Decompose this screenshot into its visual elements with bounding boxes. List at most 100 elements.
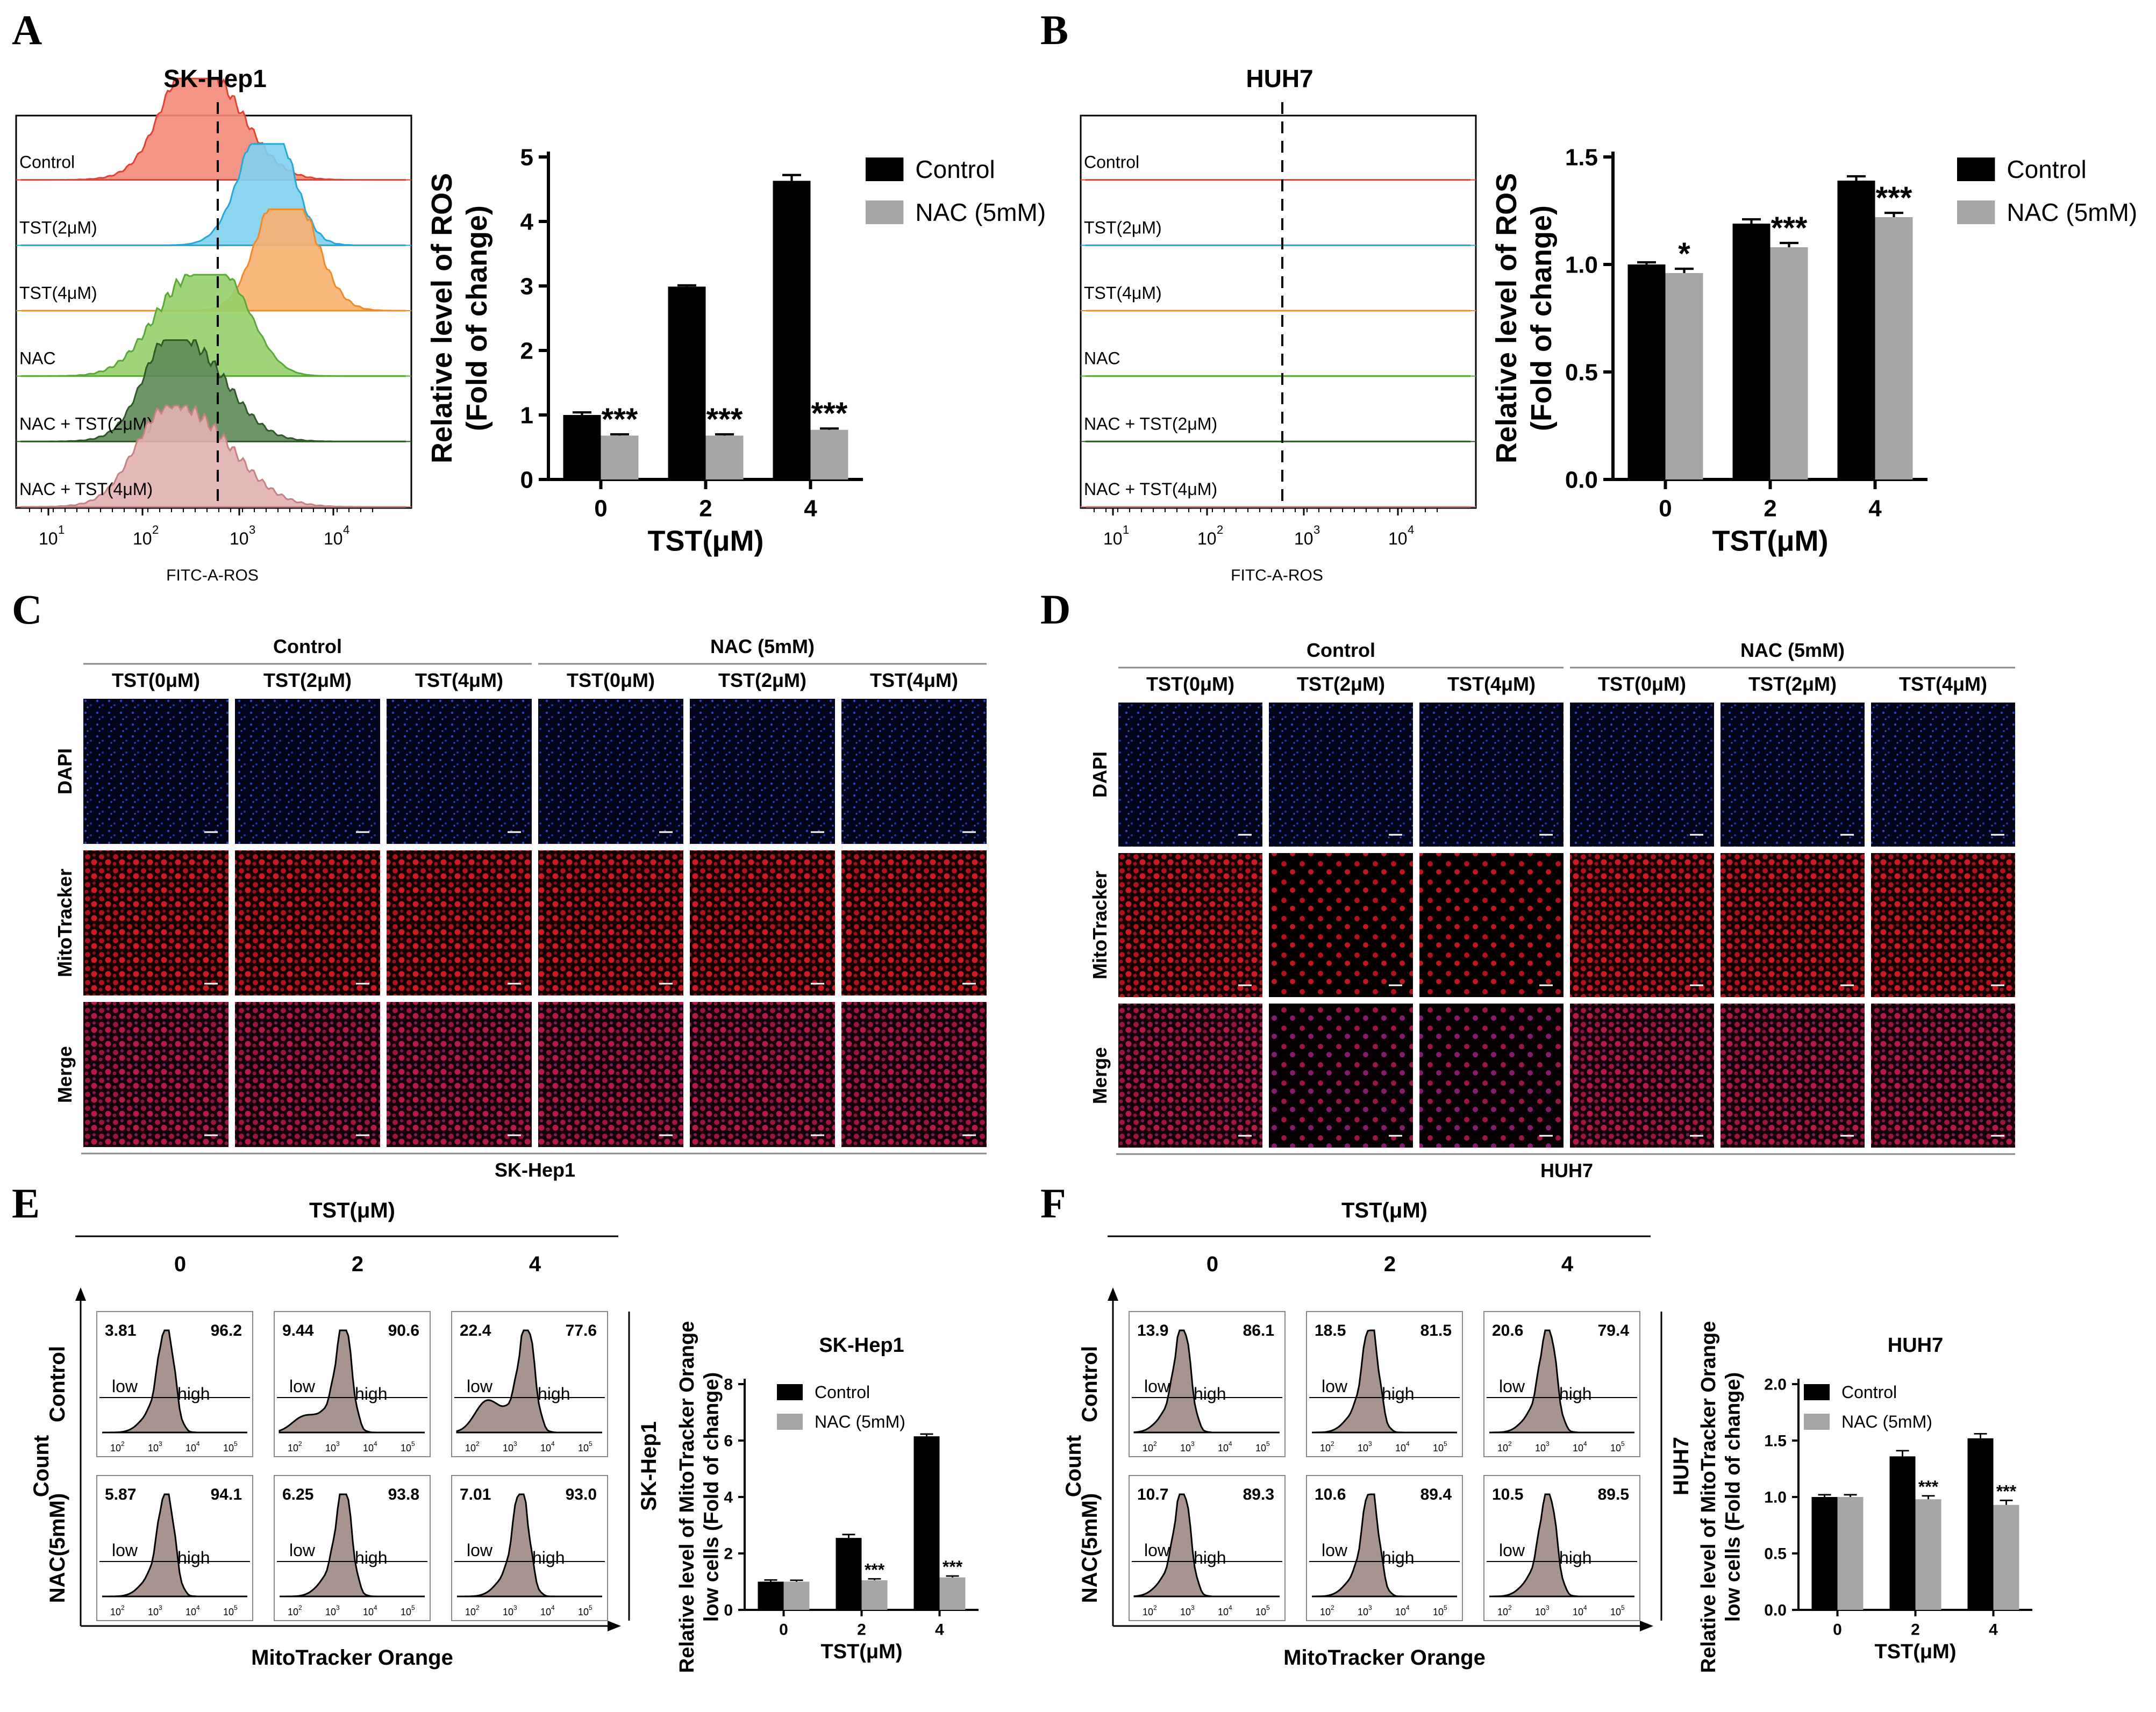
y-tick-label: 1.0 (1565, 252, 1598, 278)
flow-histogram (102, 1329, 247, 1434)
flow-tick-label: 10 (578, 1443, 589, 1453)
flow-tick-label: 10 (1395, 1443, 1406, 1453)
bar-nac (861, 1580, 888, 1610)
flow-tick-exp: 5 (589, 1604, 592, 1611)
flow-tick-label: 10 (1433, 1607, 1444, 1617)
flow-tick-label: 10 (1143, 1443, 1153, 1453)
high-percent: 89.4 (1420, 1486, 1452, 1503)
gate-high-label: high (1559, 1548, 1592, 1567)
flow-tick-label: 10 (325, 1443, 336, 1453)
flow-tick-exp: 5 (411, 1440, 415, 1448)
x-axis-title: TST(μM) (1712, 525, 1829, 557)
panel-A-x-label: FITC-A-ROS (166, 567, 259, 584)
group-header: NAC (5mM) (1740, 639, 1845, 661)
mito-label: MitoTracker Orange (251, 1646, 453, 1670)
significance-mark: *** (865, 1560, 885, 1579)
legend-label: NAC (5mM) (2007, 198, 2137, 226)
flow-col-label: 2 (352, 1252, 363, 1276)
micrograph-mitotracker (1419, 853, 1564, 997)
panel-letter-D: D (1040, 586, 1070, 633)
significance-mark: *** (943, 1557, 963, 1577)
y-axis-title-line2: low cells (Fold of change) (1722, 1372, 1745, 1622)
x-tick-exponent: 4 (1408, 523, 1414, 536)
mito-arrow (608, 1621, 621, 1631)
flow-tick-exp: 4 (1229, 1440, 1232, 1448)
mito-arrow (1640, 1621, 1653, 1631)
flow-tick-label: 10 (1395, 1607, 1406, 1617)
bar-control (773, 181, 811, 479)
histogram-label: Control (19, 153, 75, 172)
row-label-merge: Merge (54, 1046, 76, 1103)
bar-nac (1770, 247, 1808, 479)
flow-tick-exp: 3 (1546, 1440, 1550, 1448)
x-tick-label: 4 (1868, 496, 1882, 522)
condition-header: TST(2μM) (1748, 673, 1837, 695)
flow-tick-exp: 2 (1153, 1604, 1157, 1611)
flow-tick-exp: 4 (374, 1604, 377, 1611)
flow-tick-label: 10 (503, 1607, 513, 1617)
flow-tick-label: 10 (1573, 1443, 1583, 1453)
condition-header: TST(4μM) (870, 669, 958, 691)
flow-tick-exp: 5 (234, 1440, 238, 1448)
histogram-label: TST(4μM) (1084, 283, 1162, 303)
flow-top-label: TST(μM) (1341, 1199, 1427, 1222)
flow-tick-label: 10 (578, 1607, 589, 1617)
y-axis-title-line2: low cells (Fold of change) (701, 1372, 723, 1622)
micrograph-mitotracker (83, 850, 229, 995)
histogram-stack-B: Control TST(2μM) TST(4μM) NAC NAC + TST(2μM)… (1080, 102, 1477, 548)
condition-header: TST(0μM) (1146, 673, 1234, 695)
high-percent: 81.5 (1420, 1322, 1452, 1339)
flow-tick-label: 10 (363, 1607, 374, 1617)
histogram-label: NAC + TST(4μM) (1084, 479, 1217, 499)
flow-histogram (1133, 1493, 1280, 1598)
count-label: Count (30, 1435, 53, 1498)
x-tick-exponent: 3 (1313, 523, 1320, 536)
gate-low-label: low (112, 1377, 138, 1396)
flow-tick-label: 10 (465, 1443, 476, 1453)
condition-header: TST(0μM) (112, 669, 200, 691)
panel-letter-F: F (1040, 1180, 1066, 1227)
flow-tick-exp: 4 (1229, 1604, 1232, 1611)
x-tick-label: 0 (1659, 496, 1672, 522)
flow-tick-exp: 5 (1266, 1440, 1270, 1448)
x-tick-label: 2 (1911, 1621, 1920, 1639)
bar-control (836, 1538, 862, 1610)
flow-tick-exp: 3 (336, 1440, 340, 1448)
y-tick-label: 0.0 (1764, 1602, 1787, 1620)
bar-control (1732, 224, 1771, 479)
micrograph-merge (83, 1002, 229, 1147)
high-percent: 89.3 (1243, 1486, 1274, 1503)
low-percent: 6.25 (282, 1486, 313, 1503)
y-tick-label: 0.5 (1565, 359, 1598, 385)
micrograph-dapi (690, 699, 835, 844)
flow-tick-label: 10 (223, 1443, 234, 1453)
micrograph-merge (1118, 1004, 1262, 1148)
x-tick-label: 10 (39, 529, 58, 548)
low-percent: 18.5 (1315, 1322, 1346, 1339)
bar-nac (705, 435, 744, 479)
flow-tick-exp: 2 (1508, 1440, 1512, 1448)
flow-tick-exp: 2 (476, 1440, 480, 1448)
micrograph-mitotracker (690, 850, 835, 995)
low-percent: 20.6 (1492, 1322, 1523, 1339)
micrograph-mitotracker (841, 850, 987, 995)
flow-histogram (457, 1493, 602, 1598)
gate-high-label: high (1382, 1384, 1415, 1403)
low-percent: 5.87 (105, 1486, 136, 1503)
gate-low-label: low (1144, 1541, 1170, 1560)
flow-row-label: NAC(5mM) (46, 1493, 69, 1603)
low-percent: 22.4 (460, 1322, 491, 1339)
flow-tick-label: 10 (1180, 1443, 1191, 1453)
significance-mark: *** (1996, 1481, 2017, 1501)
low-percent: 9.44 (282, 1322, 314, 1339)
bar-nac (1875, 217, 1913, 479)
flow-tick-label: 10 (1610, 1443, 1621, 1453)
x-tick-label: 10 (1197, 529, 1217, 548)
flow-col-label: 0 (1206, 1252, 1218, 1276)
flow-tick-exp: 5 (1444, 1604, 1447, 1611)
legend-swatch (1804, 1414, 1830, 1430)
flow-tick-label: 10 (1180, 1607, 1191, 1617)
significance-mark: *** (1876, 181, 1912, 216)
bar-control (758, 1581, 784, 1610)
low-percent: 3.81 (105, 1322, 136, 1339)
